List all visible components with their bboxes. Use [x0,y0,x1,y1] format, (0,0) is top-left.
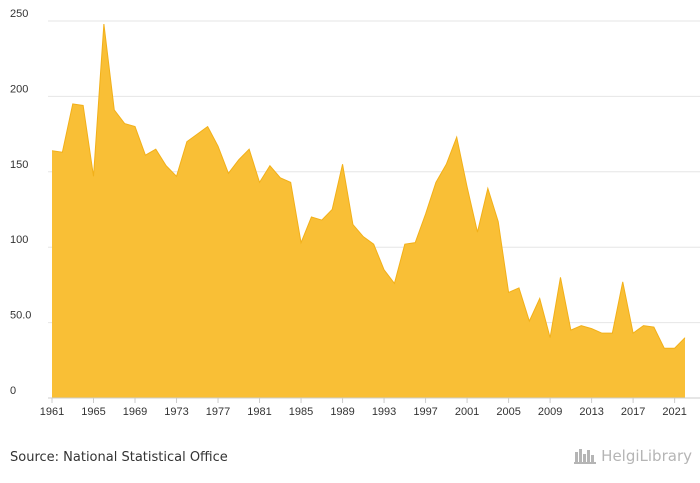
data-point [393,282,395,284]
data-point [165,165,167,167]
data-point [559,276,561,278]
data-point [518,287,520,289]
data-point [72,103,74,105]
x-tick-label: 1969 [123,406,147,418]
data-point [300,241,302,243]
data-point [611,332,613,334]
data-point [622,281,624,283]
data-point [186,140,188,142]
data-point [155,148,157,150]
data-point [144,154,146,156]
data-point [352,223,354,225]
x-tick-label: 2005 [496,406,520,418]
data-point [632,332,634,334]
data-point [601,332,603,334]
data-point [590,327,592,329]
data-point [123,122,125,124]
data-point [51,149,53,151]
x-tick-label: 2001 [455,406,479,418]
data-point [539,297,541,299]
y-tick-label: 150 [10,159,28,171]
x-tick-label: 2021 [662,406,686,418]
y-tick-label: 200 [10,83,28,95]
data-point [92,175,94,177]
data-point [497,220,499,222]
x-tick-label: 1977 [206,406,230,418]
x-axis: 1961 1965 1969 1973 1977 1981 1985 1989 1993 1997… [40,397,700,418]
data-point [570,329,572,331]
data-point [673,347,675,349]
y-tick-label: 50.0 [10,310,31,322]
brand-name: HelgiLibrary [601,447,692,465]
data-point [258,181,260,183]
x-tick-label: 1989 [330,406,354,418]
data-point [404,243,406,245]
x-tick-label: 1965 [81,406,105,418]
data-point [217,145,219,147]
brand-logo: HelgiLibrary [573,447,692,465]
data-point [61,151,63,153]
data-point [435,181,437,183]
data-point [206,125,208,127]
data-point [476,231,478,233]
y-tick-label: 250 [10,8,28,20]
x-tick-label: 2017 [621,406,645,418]
data-point [362,235,364,237]
data-point [424,213,426,215]
data-point [196,133,198,135]
data-point [663,347,665,349]
data-point [238,159,240,161]
source-note: Source: National Statistical Office [10,450,228,465]
data-point [507,291,509,293]
data-point [642,324,644,326]
x-tick-label: 1997 [413,406,437,418]
data-point [684,336,686,338]
x-tick-label: 1973 [164,406,188,418]
data-point [383,269,385,271]
library-icon [574,449,597,464]
data-point [341,163,343,165]
data-point [82,104,84,106]
area-chart: 1961 1965 1969 1973 1977 1981 1985 1989 1993 1997… [10,8,700,418]
data-point [445,163,447,165]
data-point [103,23,105,25]
x-tick-label: 1993 [372,406,396,418]
x-tick-label: 2009 [538,406,562,418]
x-tick-label: 2013 [579,406,603,418]
data-point [466,186,468,188]
area-fill [52,24,685,399]
data-point [279,177,281,179]
area-line [51,23,686,349]
data-point [289,181,291,183]
x-tick-label: 1981 [247,406,271,418]
data-point [487,187,489,189]
data-point [175,175,177,177]
y-tick-label: 100 [10,234,28,246]
data-point [528,320,530,322]
data-point [113,109,115,111]
data-point [331,208,333,210]
y-tick-label: 0 [10,385,16,397]
data-point [269,165,271,167]
data-point [227,172,229,174]
data-point [372,243,374,245]
data-point [134,125,136,127]
data-point [580,324,582,326]
data-point [653,326,655,328]
data-point [310,216,312,218]
data-point [248,148,250,150]
data-point [549,336,551,338]
data-point [414,241,416,243]
y-axis: 0 50.0 100 150 200 250 [10,8,31,397]
data-point [321,219,323,221]
area-series [51,23,686,399]
x-tick-label: 1961 [40,406,64,418]
x-tick-label: 1985 [289,406,313,418]
data-point [456,136,458,138]
